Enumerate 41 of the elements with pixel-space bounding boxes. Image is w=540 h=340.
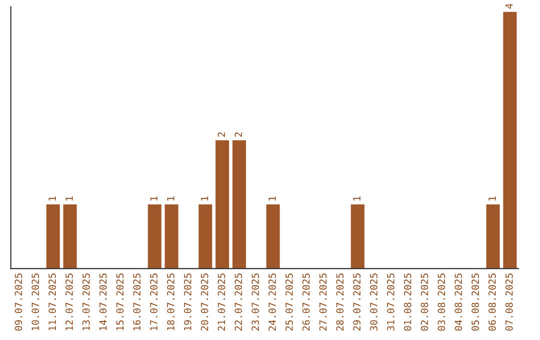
x-tick-label: 09.07.2025 bbox=[14, 274, 22, 331]
x-tick-label: 10.07.2025 bbox=[32, 274, 40, 330]
data-label: 1 bbox=[353, 196, 360, 200]
data-label: 2 bbox=[218, 132, 226, 137]
x-tick-label: 16.07.2025 bbox=[133, 274, 141, 330]
x-tick-label: 19.07.2025 bbox=[184, 274, 192, 330]
x-tick-label: 23.07.2025 bbox=[252, 274, 259, 331]
data-label: 4 bbox=[506, 4, 513, 9]
x-tick-label: 05.08.2025 bbox=[472, 274, 479, 331]
x-tick-label: 04.08.2025 bbox=[454, 274, 462, 331]
data-label: 1 bbox=[201, 196, 208, 200]
x-tick-label: 07.08.2025 bbox=[505, 274, 513, 331]
x-tick-label: 31.07.2025 bbox=[386, 274, 394, 331]
x-tick-label: 20.07.2025 bbox=[200, 274, 208, 331]
x-tick-label: 26.07.2025 bbox=[302, 274, 310, 331]
x-tick-label: 24.07.2025 bbox=[268, 274, 276, 331]
x-tick-label: 30.07.2025 bbox=[370, 274, 378, 331]
x-tick-label: 11.07.2025 bbox=[48, 274, 56, 330]
x-tick-label: 29.07.2025 bbox=[353, 274, 361, 331]
x-tick-label: 06.08.2025 bbox=[488, 274, 496, 331]
x-tick-label: 27.07.2025 bbox=[319, 274, 327, 331]
x-tick-label: 21.07.2025 bbox=[218, 274, 226, 331]
x-tick-label: 03.08.2025 bbox=[438, 274, 446, 331]
data-label: 1 bbox=[167, 196, 174, 200]
data-label: 1 bbox=[150, 196, 158, 200]
x-tick-label: 15.07.2025 bbox=[116, 274, 124, 330]
x-tick-label: 13.07.2025 bbox=[82, 274, 90, 330]
x-tick-label: 02.08.2025 bbox=[420, 274, 428, 331]
x-tick-label: 25.07.2025 bbox=[285, 274, 293, 331]
x-tick-label: 22.07.2025 bbox=[234, 274, 242, 331]
x-tick-label: 17.07.2025 bbox=[150, 274, 158, 330]
data-label: 1 bbox=[268, 196, 276, 200]
x-tick-label: 01.08.2025 bbox=[404, 274, 412, 331]
data-label: 2 bbox=[234, 132, 242, 137]
data-label: 1 bbox=[66, 196, 73, 200]
x-tick-label: 12.07.2025 bbox=[66, 274, 73, 330]
x-tick-label: 14.07.2025 bbox=[99, 274, 107, 330]
x-tick-label: 18.07.2025 bbox=[167, 274, 174, 330]
data-label: 1 bbox=[488, 196, 496, 200]
data-label: 1 bbox=[48, 196, 56, 200]
x-tick-label: 28.07.2025 bbox=[336, 274, 344, 331]
